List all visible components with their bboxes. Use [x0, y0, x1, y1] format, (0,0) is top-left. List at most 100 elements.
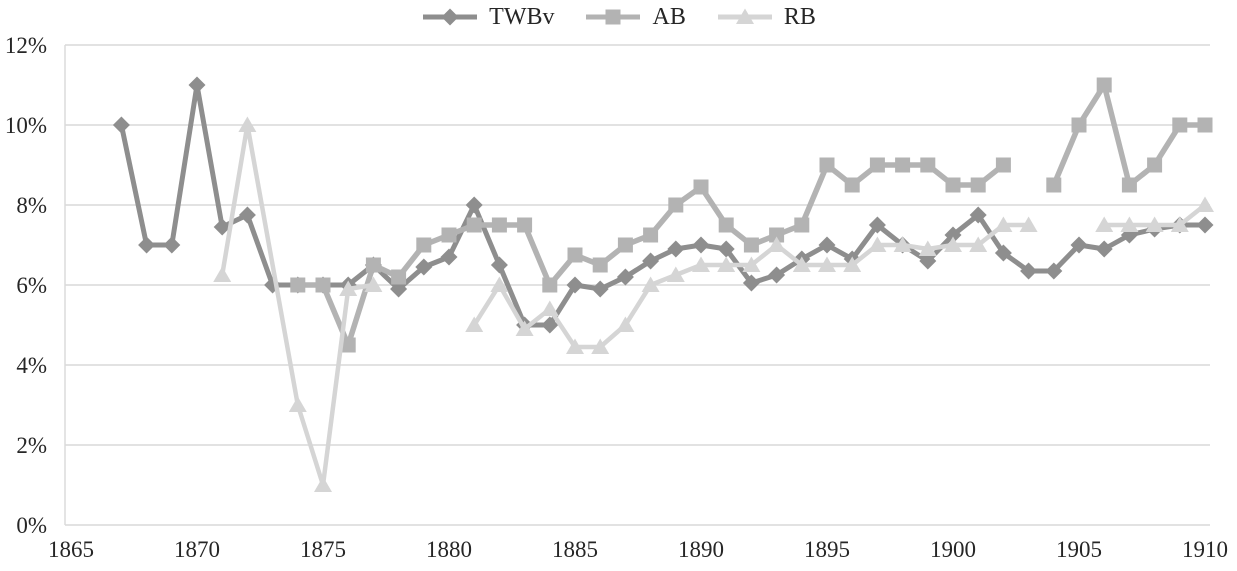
series-rb-marker[interactable] [1019, 216, 1038, 233]
series-ab-marker[interactable] [391, 269, 407, 285]
series-ab-marker[interactable] [693, 179, 709, 195]
series-ab-marker[interactable] [567, 247, 583, 263]
series-ab-marker[interactable] [769, 227, 785, 243]
series-ab-marker[interactable] [995, 157, 1011, 173]
series-twbv-marker[interactable] [1020, 262, 1038, 280]
series-twbv-marker[interactable] [390, 280, 408, 298]
series-twbv-marker[interactable] [238, 206, 256, 224]
series-ab-marker[interactable] [743, 237, 759, 253]
series-rb-marker[interactable] [213, 266, 232, 283]
series-twbv-marker[interactable] [1045, 262, 1063, 280]
series-ab-marker[interactable] [1046, 177, 1062, 193]
series-ab-marker[interactable] [1197, 117, 1213, 133]
series-twbv-marker[interactable] [642, 252, 660, 270]
series-rb-marker[interactable] [994, 216, 1013, 233]
series-ab-marker[interactable] [1096, 77, 1112, 93]
series-twbv-marker[interactable] [667, 240, 685, 258]
series-rb-marker[interactable] [792, 256, 811, 273]
series-twbv-marker[interactable] [591, 280, 609, 298]
series-ab-marker[interactable] [1147, 157, 1163, 173]
series-twbv-marker[interactable] [868, 216, 886, 234]
series-ab-marker[interactable] [668, 197, 684, 213]
series-rb-marker[interactable] [1145, 216, 1164, 233]
series-twbv-marker[interactable] [465, 196, 483, 214]
series-rb-marker[interactable] [666, 266, 685, 283]
series-ab-marker[interactable] [920, 157, 936, 173]
series-twbv-marker[interactable] [616, 268, 634, 286]
series-ab-marker[interactable] [819, 157, 835, 173]
series-ab-marker[interactable] [517, 217, 533, 233]
series-rb-marker[interactable] [868, 236, 887, 253]
series-ab-marker[interactable] [617, 237, 633, 253]
series-twbv-marker[interactable] [944, 226, 962, 244]
series-ab-marker[interactable] [844, 177, 860, 193]
series-ab-marker[interactable] [895, 157, 911, 173]
series-twbv-marker[interactable] [742, 274, 760, 292]
series-ab-marker[interactable] [491, 217, 507, 233]
series-twbv-marker[interactable] [919, 252, 937, 270]
series-ab-marker[interactable] [970, 177, 986, 193]
series-rb-marker[interactable] [767, 236, 786, 253]
series-ab-marker[interactable] [542, 277, 558, 293]
series-rb-marker[interactable] [969, 236, 988, 253]
legend-item-twbv[interactable]: TWBv [421, 5, 554, 29]
series-ab-marker[interactable] [794, 217, 810, 233]
series-ab-marker[interactable] [466, 217, 482, 233]
series-twbv-marker[interactable] [213, 218, 231, 236]
series-rb-marker[interactable] [364, 276, 383, 293]
series-rb-marker[interactable] [238, 116, 257, 133]
series-rb-marker[interactable] [288, 396, 307, 413]
series-twbv-marker[interactable] [768, 266, 786, 284]
series-rb-marker[interactable] [465, 316, 484, 333]
series-ab-marker[interactable] [592, 257, 608, 273]
series-twbv-marker[interactable] [188, 76, 206, 94]
series-rb-marker[interactable] [742, 256, 761, 273]
series-twbv-marker[interactable] [163, 236, 181, 254]
series-rb-marker[interactable] [944, 236, 962, 253]
series-rb-marker[interactable] [918, 240, 937, 257]
series-ab-marker[interactable] [365, 257, 381, 273]
series-ab-marker[interactable] [315, 277, 331, 293]
series-twbv-marker[interactable] [1196, 216, 1214, 234]
series-ab-marker[interactable] [340, 337, 356, 353]
series-ab-marker[interactable] [643, 227, 659, 243]
series-rb-marker[interactable] [591, 338, 610, 355]
series-twbv-marker[interactable] [415, 258, 433, 276]
series-rb-marker[interactable] [1196, 196, 1214, 213]
series-rb-marker[interactable] [1170, 216, 1189, 233]
series-twbv-marker[interactable] [994, 244, 1012, 262]
series-rb-marker[interactable] [818, 256, 836, 273]
series-rb-marker[interactable] [1120, 216, 1139, 233]
series-ab-marker[interactable] [718, 217, 734, 233]
series-twbv-marker[interactable] [138, 236, 156, 254]
series-twbv-marker[interactable] [1095, 240, 1113, 258]
series-rb-marker[interactable] [566, 338, 584, 355]
series-rb-marker[interactable] [641, 276, 660, 293]
series-rb-marker[interactable] [540, 300, 559, 317]
series-ab-marker[interactable] [1172, 117, 1188, 133]
series-twbv-marker[interactable] [692, 236, 710, 254]
series-rb-marker[interactable] [314, 476, 332, 493]
series-rb-marker[interactable] [515, 320, 534, 337]
series-ab-marker[interactable] [945, 177, 961, 193]
series-twbv-marker[interactable] [1070, 236, 1088, 254]
series-ab-marker[interactable] [416, 237, 432, 253]
series-ab-marker[interactable] [1071, 117, 1087, 133]
series-ab-marker[interactable] [290, 277, 306, 293]
series-twbv-marker[interactable] [541, 316, 559, 334]
legend-item-ab[interactable]: AB [584, 5, 686, 29]
series-twbv-marker[interactable] [969, 206, 987, 224]
series-twbv-marker[interactable] [818, 236, 836, 254]
series-rb-marker[interactable] [490, 276, 509, 293]
series-ab-marker[interactable] [869, 157, 885, 173]
series-twbv-marker[interactable] [112, 116, 130, 134]
series-twbv-marker[interactable] [566, 276, 584, 294]
series-twbv-marker[interactable] [490, 256, 508, 274]
legend-item-rb[interactable]: RB [716, 5, 816, 29]
series-rb-marker[interactable] [1095, 216, 1114, 233]
series-ab-marker[interactable] [441, 227, 457, 243]
series-rb-marker[interactable] [893, 236, 912, 253]
series-rb-marker[interactable] [843, 256, 862, 273]
series-rb-marker[interactable] [339, 280, 358, 297]
series-rb-marker[interactable] [616, 316, 635, 333]
